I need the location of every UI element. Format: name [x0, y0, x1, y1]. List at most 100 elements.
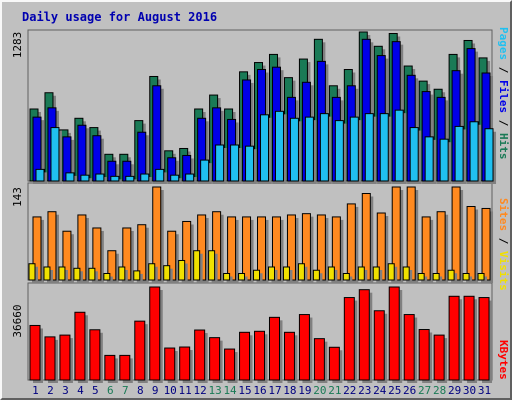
visits-bar: [118, 266, 126, 281]
pages-bar: [304, 116, 314, 182]
visits-bar: [417, 272, 425, 281]
visits-bar: [148, 263, 156, 281]
kbytes-bar: [119, 354, 131, 381]
visits-bar: [342, 272, 350, 281]
day-tick-label: 22: [343, 384, 356, 397]
kbytes-bar: [44, 336, 56, 381]
visits-bar: [223, 272, 231, 281]
pages-bar: [170, 174, 180, 182]
sites-bar: [451, 186, 461, 281]
day-tick-label: 26: [403, 384, 416, 397]
pages-bar: [260, 114, 270, 182]
chart-title: Daily usage for August 2016: [22, 10, 218, 24]
day-tick-label: 19: [298, 384, 311, 397]
visits-bar: [58, 266, 66, 281]
day-tick-label: 16: [253, 384, 266, 397]
pages-bar: [409, 127, 419, 182]
visits-bar: [462, 272, 470, 281]
day-tick-label: 24: [373, 384, 387, 397]
visits-bar: [357, 266, 365, 281]
pages-bar: [65, 172, 75, 182]
legend-separator: /: [497, 60, 510, 80]
sites-bar: [242, 216, 252, 281]
kbytes-bar: [239, 331, 251, 381]
pages-bar: [289, 117, 299, 182]
legend-panel-2: Sites / Visits: [497, 198, 510, 291]
pages-bar: [215, 144, 225, 182]
kbytes-bar: [358, 289, 370, 381]
kbytes-bar: [298, 314, 310, 381]
day-tick-label: 3: [62, 384, 69, 397]
pages-bar: [424, 136, 434, 182]
kbytes-bar: [313, 338, 325, 381]
day-tick-label: 15: [238, 384, 251, 397]
visits-bar: [208, 250, 216, 281]
kbytes-bar: [373, 310, 385, 381]
visits-bar: [372, 266, 380, 281]
pages-bar-shadow: [128, 179, 137, 184]
kbytes-bar: [194, 329, 206, 381]
pages-bar: [80, 174, 90, 182]
pages-bar: [379, 113, 389, 182]
pages-bar-shadow: [113, 179, 122, 184]
pages-bar: [439, 138, 449, 182]
kbytes-bar: [29, 324, 41, 381]
visits-bar: [73, 267, 81, 281]
day-tick-label: 2: [47, 384, 54, 397]
kbytes-bar: [179, 346, 191, 381]
visits-bar: [477, 272, 485, 281]
kbytes-bar: [343, 297, 355, 381]
kbytes-bar: [104, 354, 116, 381]
day-tick-label: 13: [208, 384, 221, 397]
ymax-label-3: 36660: [11, 304, 24, 337]
legend-kbytes: KBytes: [497, 340, 510, 380]
pages-bar: [95, 173, 105, 182]
kbytes-bar: [283, 331, 295, 381]
kbytes-bar: [478, 297, 490, 381]
kbytes-bar: [328, 346, 340, 381]
pages-bar: [140, 173, 150, 182]
legend-hits: Hits: [497, 133, 510, 160]
visits-bar: [253, 269, 261, 281]
day-tick-label: 18: [283, 384, 296, 397]
visits-bar: [88, 267, 96, 281]
day-tick-label: 7: [122, 384, 129, 397]
day-tick-label: 14: [223, 384, 237, 397]
sites-bar: [227, 216, 237, 281]
kbytes-bar: [149, 286, 161, 381]
day-tick-label: 11: [179, 384, 192, 397]
sites-bar: [406, 186, 416, 281]
kbytes-bar: [89, 329, 101, 381]
day-tick-label: 10: [164, 384, 177, 397]
pages-bar: [245, 145, 255, 182]
pages-bar: [200, 159, 210, 182]
kbytes-bar: [433, 334, 445, 381]
sites-bar: [346, 203, 356, 281]
kbytes-bar: [164, 347, 176, 381]
visits-bar: [163, 265, 171, 281]
day-tick-label: 28: [433, 384, 446, 397]
day-tick-label: 12: [194, 384, 207, 397]
day-tick-label: 17: [268, 384, 281, 397]
visits-bar: [327, 266, 335, 281]
sites-bar: [421, 216, 431, 281]
day-tick-label: 23: [358, 384, 371, 397]
day-tick-label: 4: [77, 384, 84, 397]
visits-bar: [297, 263, 305, 281]
pages-bar: [319, 113, 329, 182]
kbytes-bar: [134, 320, 146, 381]
legend-panel-1: Pages / Files / Hits: [497, 27, 510, 160]
day-tick-label: 9: [152, 384, 159, 397]
day-tick-label: 5: [92, 384, 99, 397]
legend-separator: /: [497, 231, 510, 251]
visits-bar: [43, 266, 51, 281]
visits-bar: [282, 266, 290, 281]
sites-bar: [481, 207, 491, 281]
visits-bar: [267, 266, 275, 281]
kbytes-bar: [59, 334, 71, 381]
pages-bar: [394, 109, 404, 182]
pages-bar: [349, 116, 359, 182]
day-tick-label: 29: [448, 384, 461, 397]
kbytes-bar: [448, 295, 460, 381]
